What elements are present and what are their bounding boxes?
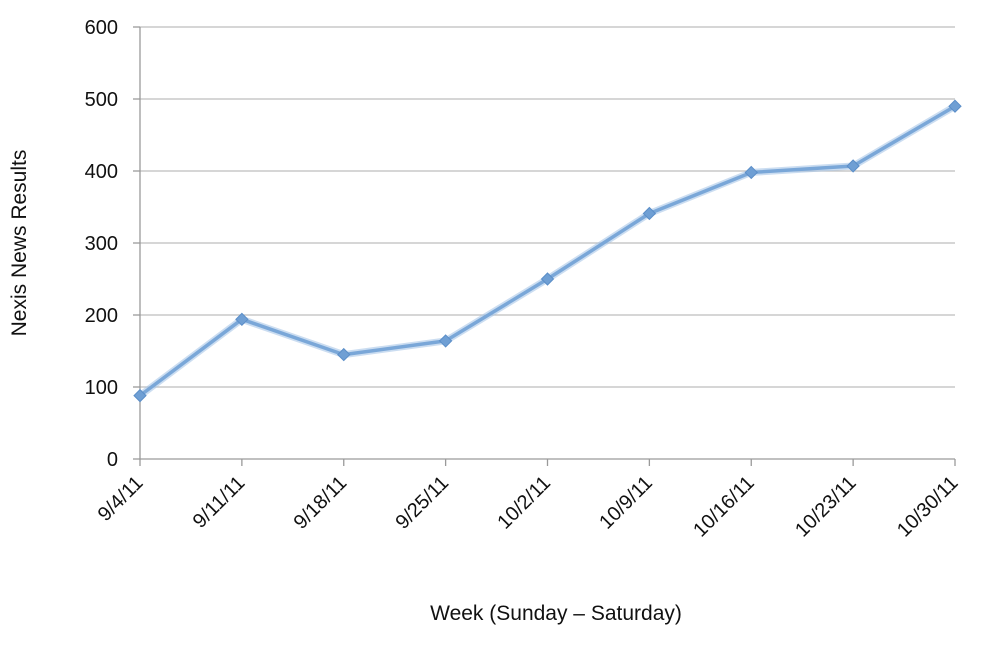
data-point <box>337 347 351 362</box>
data-point <box>948 99 962 113</box>
y-tick-label: 200 <box>85 305 118 327</box>
x-tick-label: 10/30/11 <box>893 472 963 542</box>
series-layer <box>133 99 962 403</box>
data-point <box>438 334 453 348</box>
gridlines <box>140 26 955 388</box>
data-point <box>744 165 758 180</box>
x-tick-label: 10/2/11 <box>493 472 555 534</box>
data-point <box>642 206 657 221</box>
x-tick-label: 9/25/11 <box>391 472 453 534</box>
y-tick-label: 500 <box>85 89 118 111</box>
data-point <box>235 312 249 327</box>
x-tick-label: 10/9/11 <box>595 472 657 534</box>
y-tick-label: 600 <box>85 17 118 39</box>
x-tick-label: 9/18/11 <box>290 472 352 534</box>
series-line-glow <box>136 102 959 400</box>
x-tick-label: 10/16/11 <box>689 472 759 542</box>
y-tick-labels: 0 100 200 300 400 500 600 <box>85 17 118 471</box>
x-tick-labels: 9/4/11 9/11/11 9/18/11 9/25/11 10/2/11 10/9/1… <box>94 472 963 542</box>
y-axis-title: Nexis News Results <box>8 150 31 337</box>
data-point <box>540 272 555 286</box>
data-point <box>846 159 860 173</box>
x-tick-label: 10/23/11 <box>791 472 861 542</box>
series-line <box>138 104 957 398</box>
y-tick-label: 100 <box>85 377 118 399</box>
x-tick-label: 9/11/11 <box>189 472 250 533</box>
x-tick-label: 9/4/11 <box>94 472 148 526</box>
axes <box>133 26 956 466</box>
y-tick-label: 0 <box>107 449 118 471</box>
y-tick-label: 300 <box>85 233 118 255</box>
data-point <box>133 388 147 403</box>
x-axis-title: Week (Sunday – Saturday) <box>430 602 682 625</box>
y-tick-label: 400 <box>85 161 118 183</box>
